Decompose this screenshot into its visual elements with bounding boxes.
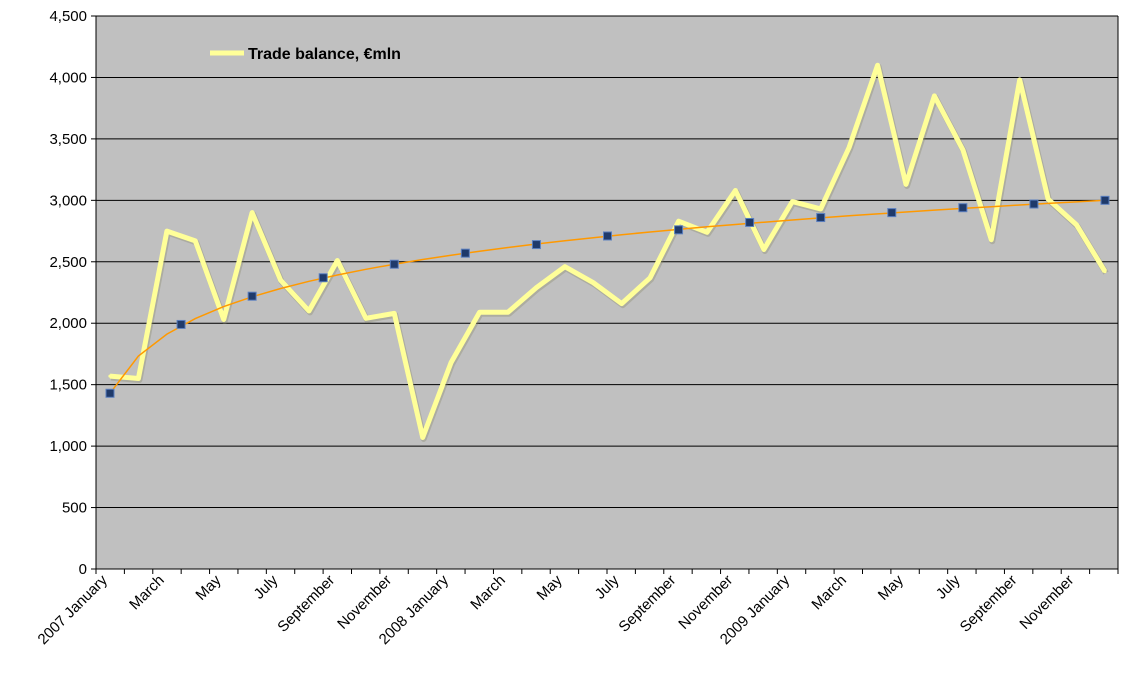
x-tick-label: May xyxy=(534,571,566,603)
x-tick-label: November xyxy=(334,572,395,633)
data-point xyxy=(733,188,738,193)
trend-layer xyxy=(105,195,1110,398)
trend-marker xyxy=(460,248,470,258)
data-point xyxy=(136,376,141,381)
data-point xyxy=(165,229,169,233)
legend-label: Trade balance, €mln xyxy=(248,46,401,63)
data-point xyxy=(648,276,652,280)
trend-marker xyxy=(105,388,115,398)
trend-marker xyxy=(745,217,755,227)
trend-marker xyxy=(247,291,257,301)
trend-marker xyxy=(1100,195,1110,205)
trend-marker xyxy=(887,208,897,218)
x-tick-label: September xyxy=(274,572,338,636)
y-tick-label: 3,000 xyxy=(49,192,87,209)
data-point xyxy=(449,360,453,365)
x-tick-label: September xyxy=(957,572,1021,636)
data-point xyxy=(875,63,880,67)
data-point xyxy=(392,311,396,315)
trend-marker xyxy=(816,213,826,223)
x-tick-label: May xyxy=(875,571,907,603)
y-tick-label: 1,500 xyxy=(49,377,87,394)
data-point xyxy=(762,247,766,252)
data-point xyxy=(307,309,311,313)
data-point xyxy=(222,317,226,322)
data-point xyxy=(278,278,283,282)
data-point xyxy=(250,211,254,215)
trend-marker xyxy=(318,273,328,283)
data-point xyxy=(790,199,794,204)
trend-marker xyxy=(1029,199,1039,209)
data-point xyxy=(591,281,595,285)
data-point xyxy=(705,230,709,234)
grid xyxy=(96,15,1118,570)
data-point xyxy=(1074,223,1079,227)
data-point xyxy=(620,301,624,306)
data-point xyxy=(477,310,482,314)
y-tick-label: 0 xyxy=(79,561,87,578)
y-tick-label: 4,000 xyxy=(49,69,87,86)
data-point xyxy=(563,265,567,269)
y-tick-label: 2,000 xyxy=(49,315,87,332)
x-tick-label: November xyxy=(675,572,736,633)
x-tick-label: March xyxy=(808,572,849,613)
legend: Trade balance, €mln xyxy=(210,46,401,63)
trend-marker xyxy=(531,240,541,250)
y-tick-label: 2,500 xyxy=(49,254,87,271)
x-tick-label: March xyxy=(126,572,167,613)
x-axis: 2007 January March May JulySeptemberNovembe… xyxy=(35,568,1119,648)
trend-marker xyxy=(603,231,612,241)
x-tick-label: May xyxy=(192,571,224,603)
x-tick-label: November xyxy=(1016,572,1077,633)
y-tick-label: 3,500 xyxy=(49,131,87,148)
data-point xyxy=(904,182,908,186)
x-tick-label: 2007 January xyxy=(35,571,112,648)
x-tick-label: September xyxy=(615,572,679,636)
series-line xyxy=(109,62,1108,440)
x-tick-label: July xyxy=(592,571,623,602)
data-point xyxy=(932,94,937,98)
data-point xyxy=(534,285,539,290)
trend-marker xyxy=(674,225,684,235)
series-layer xyxy=(108,62,1109,442)
data-point xyxy=(108,374,112,378)
x-tick-label: March xyxy=(467,572,508,613)
y-tick-label: 1,000 xyxy=(49,438,87,455)
y-tick-label: 4,500 xyxy=(49,8,87,25)
x-tick-label: July xyxy=(251,571,282,602)
data-point xyxy=(506,310,510,314)
data-point xyxy=(421,435,425,440)
data-point xyxy=(989,238,993,242)
data-point xyxy=(193,239,197,243)
x-tick-label: July xyxy=(933,571,964,602)
data-point xyxy=(819,207,823,211)
y-axis: 0 500 1,000 1,500 2,000 2,500 3,000 3,500 4,000 4… xyxy=(49,8,1119,578)
trend-marker xyxy=(389,259,399,269)
data-point xyxy=(1046,197,1050,201)
data-point xyxy=(847,145,851,150)
data-point xyxy=(676,219,681,223)
data-point xyxy=(1103,270,1107,274)
data-point xyxy=(335,258,340,263)
data-point xyxy=(961,148,965,152)
data-point xyxy=(1018,78,1022,82)
data-point xyxy=(364,316,368,320)
trend-marker xyxy=(958,203,968,213)
trend-marker xyxy=(176,319,186,329)
y-tick-label: 500 xyxy=(62,500,87,517)
